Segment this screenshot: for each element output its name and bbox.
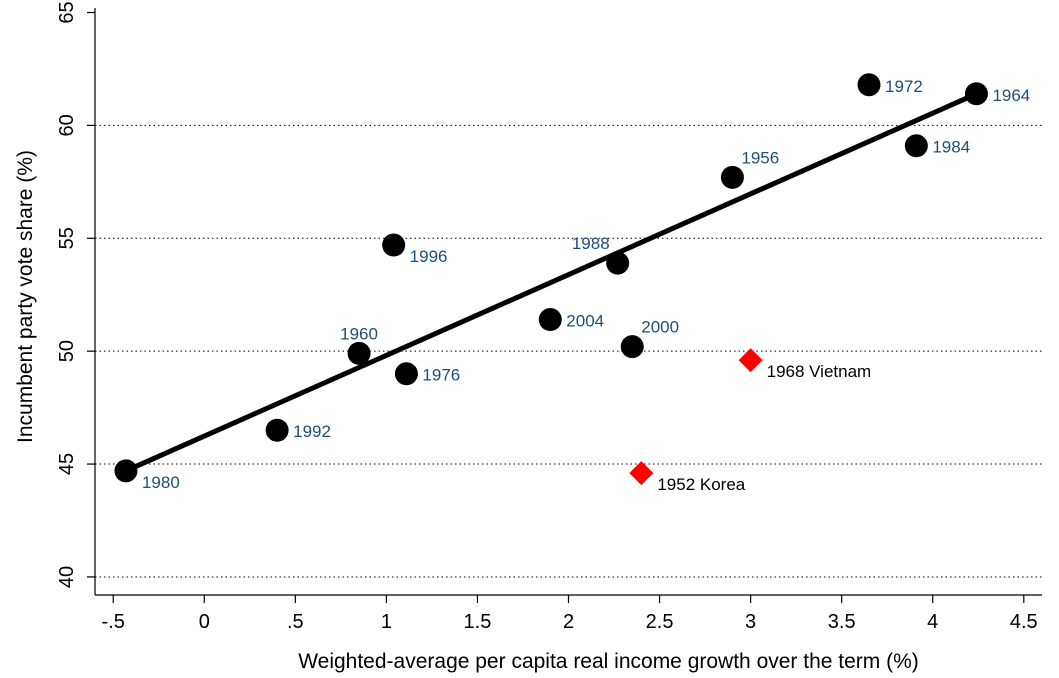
point-label-1952-korea: 1952 Korea <box>657 475 745 494</box>
point-1976 <box>394 362 418 386</box>
point-label-2004: 2004 <box>566 312 604 331</box>
y-tick-label: 65 <box>56 1 78 23</box>
point-1984 <box>904 134 928 158</box>
point-1972 <box>857 73 881 97</box>
point-label-1992: 1992 <box>293 422 331 441</box>
y-tick-label: 45 <box>56 453 78 475</box>
x-tick-label: -.5 <box>102 611 125 633</box>
point-label-1960: 1960 <box>340 324 378 343</box>
point-2004 <box>538 308 562 332</box>
y-tick-label: 40 <box>56 566 78 588</box>
x-tick-label: 1 <box>381 611 392 633</box>
point-label-1956: 1956 <box>741 148 779 167</box>
x-tick-label: 4.5 <box>1010 611 1038 633</box>
x-tick-label: 1.5 <box>464 611 492 633</box>
point-1992 <box>265 418 289 442</box>
point-label-1980: 1980 <box>142 473 180 492</box>
point-label-1984: 1984 <box>932 138 970 157</box>
x-tick-label: 3.5 <box>828 611 856 633</box>
fit-line-group <box>123 91 979 474</box>
x-axis-title: Weighted-average per capita real income … <box>298 650 919 673</box>
grid-lines <box>95 124 1042 578</box>
point-label-1964: 1964 <box>992 86 1030 105</box>
point-label-1972: 1972 <box>885 77 923 96</box>
y-tick-label: 60 <box>56 114 78 136</box>
x-tick-label: 4 <box>927 611 938 633</box>
y-axis-title: Incumbent party vote share (%) <box>14 150 37 443</box>
x-tick-label: 2 <box>563 611 574 633</box>
point-label-1976: 1976 <box>422 366 460 385</box>
point-1956 <box>720 165 744 189</box>
fit-line <box>123 91 979 474</box>
y-tick-label: 50 <box>56 340 78 362</box>
x-tick-label: .5 <box>287 611 304 633</box>
point-1996 <box>382 233 406 257</box>
point-label-1996: 1996 <box>410 247 448 266</box>
point-1964 <box>964 82 988 106</box>
y-tick-label: 55 <box>56 227 78 249</box>
point-2000 <box>620 335 644 359</box>
axes: 40 45 50 55 60 65 -.5 0 .5 1 1.5 2 2.5 3 3.5 4 4.5 <box>56 1 1042 633</box>
point-label-1988: 1988 <box>572 234 610 253</box>
x-tick-label: 2.5 <box>646 611 674 633</box>
point-1968-vietnam <box>738 348 763 373</box>
x-tick-label: 3 <box>745 611 756 633</box>
x-tick-label: 0 <box>199 611 210 633</box>
point-1980 <box>114 459 138 483</box>
data-points: 1980 1992 1960 1996 1976 2004 1988 2000 1956 1972… <box>114 73 1030 494</box>
point-1988 <box>606 251 630 275</box>
point-1952-korea <box>629 461 654 486</box>
point-1960 <box>347 341 371 365</box>
point-label-2000: 2000 <box>641 318 679 337</box>
point-label-1968-vietnam: 1968 Vietnam <box>767 362 872 381</box>
